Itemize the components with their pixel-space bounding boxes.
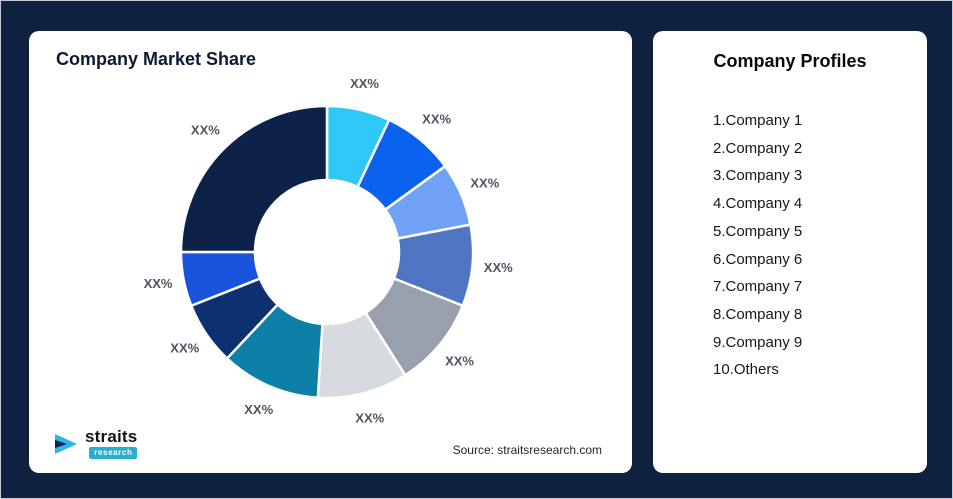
source-text: Source: straitsresearch.com [452, 443, 602, 457]
chart-title: Company Market Share [56, 49, 257, 69]
market-share-card: Company Market Share XX% XX% XX% XX% XX% XX% X… [29, 31, 632, 473]
list-item: 4.Company 4 [713, 195, 803, 213]
list-item: 10.Others [713, 361, 779, 379]
straits-logo-icon [55, 433, 77, 454]
list-item: 3.Company 3 [713, 167, 803, 185]
logo-sub: research [89, 447, 138, 459]
company-profiles-card: Company Profiles 1.Company 1 2.Company 2… [653, 31, 927, 473]
profiles-title: Company Profiles [713, 51, 867, 71]
profiles-list: 1.Company 1 2.Company 2 3.Company 3 4.Co… [713, 107, 802, 384]
segment-label: XX% [470, 176, 499, 191]
logo-text: straits research [85, 427, 138, 459]
segment-label: XX% [144, 276, 173, 291]
list-item: 7.Company 7 [713, 278, 803, 296]
list-item: 9.Company 9 [713, 333, 803, 351]
segment-label: XX% [244, 402, 273, 417]
segment-label: XX% [484, 260, 513, 275]
list-item: 1.Company 1 [713, 112, 803, 129]
logo-brand: straits [85, 427, 138, 446]
list-item: 5.Company 5 [713, 222, 803, 240]
segment-label: XX% [445, 354, 474, 369]
list-item: 2.Company 2 [713, 139, 803, 157]
straits-logo: straits research [53, 427, 138, 459]
segment-label: XX% [422, 111, 451, 126]
segment-label: XX% [350, 76, 379, 91]
list-item: 6.Company 6 [713, 250, 803, 268]
segment-label: XX% [355, 411, 384, 426]
list-item: 8.Company 8 [713, 305, 803, 323]
segment-label: XX% [170, 341, 199, 356]
donut-segment-10 [179, 104, 329, 254]
donut-chart: XX% XX% XX% XX% XX% XX% XX% XX% XX% XX% [144, 76, 514, 426]
segment-label: XX% [191, 122, 220, 137]
